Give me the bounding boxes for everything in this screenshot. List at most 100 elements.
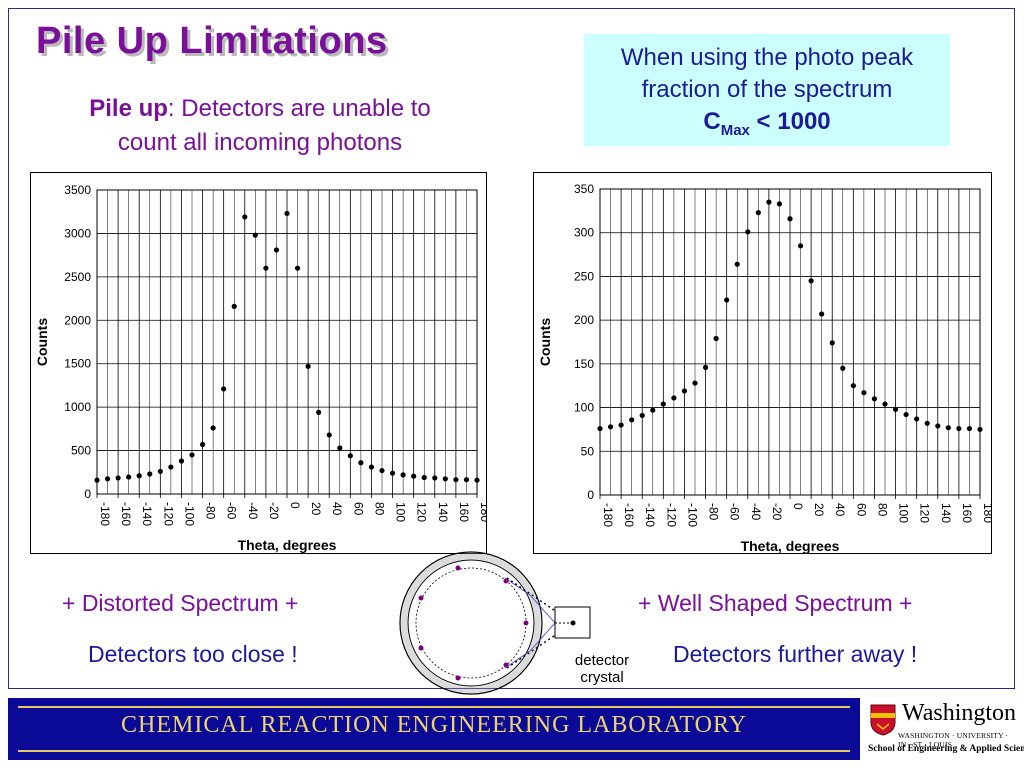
left-chart-data-point [294, 265, 301, 271]
right-chart-data-point [734, 261, 740, 267]
right-caption-detectors: Detectors further away ! [673, 641, 918, 667]
right-chart-x-tick-label: 160 [960, 503, 974, 523]
logo-wordmark: Washington [902, 700, 1017, 726]
right-chart-data-point [892, 406, 899, 412]
column-wall-fill [401, 553, 541, 693]
left-chart-x-tick-label: -100 [182, 502, 196, 526]
left-chart-x-tick-label: -180 [98, 502, 112, 526]
right-chart-data-point [671, 395, 677, 401]
left-chart-data-point [474, 477, 480, 483]
right-chart-y-axis-label: Counts [537, 318, 553, 366]
right-chart-data-point [650, 407, 656, 413]
left-chart-x-tick-label: -20 [267, 502, 281, 520]
left-chart-x-tick-label: 160 [457, 502, 471, 522]
left-chart-x-axis-label: Theta, degrees [238, 537, 337, 553]
left-chart-data-point [316, 409, 322, 415]
footer-rule-bottom [18, 750, 850, 752]
left-chart-x-tick-label: -40 [246, 502, 260, 520]
right-chart-data-point [924, 420, 930, 426]
left-chart-data-point [136, 473, 142, 479]
chart-well-shaped-spectrum: 0 50 100 150 200 250 300 350 -180 -160 -140 -120 -10… [533, 172, 995, 554]
right-chart-data-point [808, 278, 814, 284]
cmax-symbol: C [703, 108, 721, 135]
right-chart-data-point [681, 388, 688, 394]
footer-banner: CHEMICAL REACTION ENGINEERING LABORATORY [8, 698, 860, 760]
slide-title: Pile Up Limitations [36, 20, 388, 62]
left-chart-x-tick-label: -60 [225, 502, 239, 520]
left-chart-data-point [126, 474, 132, 480]
right-chart-x-tick-label: 20 [812, 503, 826, 517]
right-chart-x-tick-label: -120 [664, 503, 678, 527]
left-chart-x-tick-label: 60 [351, 502, 365, 516]
right-chart-data-point [882, 401, 888, 407]
left-chart-data-point [358, 460, 364, 466]
left-chart-x-tick-label: 140 [436, 502, 450, 522]
right-chart-data-point [745, 229, 751, 235]
left-chart-data-point [463, 477, 470, 483]
detector-label-line2: crystal [580, 669, 624, 686]
detector-label-line1: detector [574, 652, 630, 669]
right-chart-x-tick-label: 40 [833, 503, 847, 517]
left-chart-data-point [368, 464, 375, 470]
left-chart-data-point [421, 474, 427, 481]
left-chart-data-point [189, 452, 195, 458]
pileup-definition: : Detectors are unable to count all inco… [117, 95, 431, 156]
right-chart-data-point [660, 401, 666, 407]
left-chart-data-point [326, 432, 332, 438]
right-chart-x-tick-label: 100 [897, 503, 911, 523]
right-chart-data-point [766, 199, 772, 205]
right-chart-data-point [618, 422, 624, 428]
left-chart-data-point [252, 232, 258, 238]
right-chart-data-point [871, 396, 878, 402]
left-chart-y-tick-label: 2500 [64, 270, 91, 284]
detector-focus-point [570, 620, 576, 626]
right-chart-y-tick-label: 0 [587, 488, 594, 502]
slide-frame [8, 8, 1015, 689]
left-chart-y-tick-label: 0 [84, 487, 91, 501]
right-caption-spectrum: + Well Shaped Spectrum + [638, 590, 913, 616]
right-chart-data-point [787, 216, 793, 222]
left-chart-x-tick-label: 120 [415, 502, 429, 522]
right-chart-x-tick-label: -60 [728, 503, 742, 521]
left-chart-x-tick-label: 100 [394, 502, 408, 522]
left-chart-data-point [115, 475, 121, 481]
left-chart-data-point [379, 467, 385, 474]
left-caption-spectrum: + Distorted Spectrum + [62, 590, 299, 616]
left-chart-data-point [210, 425, 216, 431]
cmax-value: < 1000 [749, 108, 831, 135]
cmax-limit: CMax < 1000 [584, 106, 950, 147]
info-line-2: fraction of the spectrum [641, 76, 893, 103]
left-chart-data-point [432, 475, 438, 481]
right-chart-data-point [755, 210, 761, 216]
left-chart-data-point [104, 476, 111, 482]
pileup-term: Pile up [89, 95, 168, 122]
left-chart-y-tick-label: 3500 [64, 183, 91, 197]
left-chart-x-tick-label: 80 [372, 502, 386, 516]
right-chart-x-tick-label: 80 [875, 503, 889, 517]
right-chart-x-tick-label: 120 [918, 503, 932, 523]
left-chart-x-tick-label: 180 [478, 502, 486, 522]
left-chart-y-tick-label: 500 [71, 444, 91, 458]
right-chart-x-tick-label: 180 [981, 503, 991, 523]
right-chart-data-point [724, 297, 730, 303]
left-chart-data-point [242, 214, 248, 220]
left-chart-x-tick-label: 0 [288, 502, 302, 509]
detector-setup-diagram [399, 551, 591, 695]
right-chart-data-point [702, 364, 709, 370]
footer-lab-name: CHEMICAL REACTION ENGINEERING LABORATORY [121, 712, 747, 738]
left-chart-data-point [389, 470, 396, 476]
right-chart-data-point [713, 335, 719, 342]
right-chart-x-tick-label: -40 [749, 503, 763, 521]
right-chart-data-point [977, 426, 983, 433]
right-chart-data-point [692, 380, 698, 386]
left-chart-y-axis-label: Counts [34, 318, 50, 366]
right-chart-data-point [829, 340, 835, 346]
outer-column-wall [399, 551, 543, 695]
left-chart-data-point [231, 303, 237, 309]
left-chart-data-point [94, 477, 100, 483]
left-chart-data-point [305, 363, 311, 369]
left-chart-data-point [157, 468, 163, 475]
pileup-description: Pile up: Detectors are unable to count a… [60, 92, 460, 160]
